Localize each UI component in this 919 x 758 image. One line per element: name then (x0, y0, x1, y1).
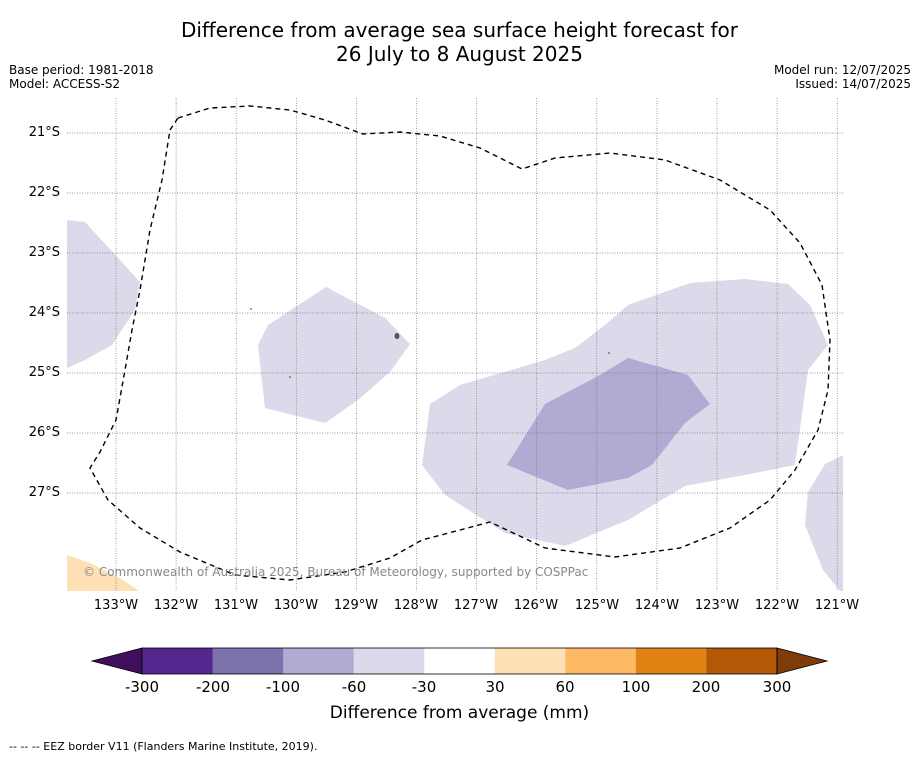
colorbar-segment (283, 648, 355, 674)
colorbar-segment (635, 648, 707, 674)
lat-label: 21°S (28, 125, 60, 140)
metadata-right: Model run: 12/07/2025 Issued: 14/07/2025 (774, 63, 911, 91)
lat-label: 27°S (28, 485, 60, 500)
colorbar-extend-low (90, 647, 143, 675)
base-period: Base period: 1981-2018 (9, 63, 154, 77)
lon-label: 132°W (153, 598, 199, 613)
lon-label: 130°W (273, 598, 319, 613)
issued-date: Issued: 14/07/2025 (795, 77, 911, 91)
colorbar-label: 200 (691, 678, 721, 696)
lon-label: 133°W (93, 598, 139, 613)
anomaly-region-southwest-positive (67, 555, 140, 591)
metadata-left: Base period: 1981-2018 Model: ACCESS-S2 (9, 63, 154, 91)
colorbar-segment (424, 648, 496, 674)
colorbar-label: 30 (485, 678, 505, 696)
map-area (67, 98, 843, 591)
lat-label: 22°S (28, 185, 60, 200)
colorbar-label: -60 (341, 678, 367, 696)
anomaly-region-far-east (805, 455, 843, 591)
colorbar-extend-high (776, 647, 829, 675)
colorbar-label: 300 (762, 678, 792, 696)
lon-label: 121°W (814, 598, 860, 613)
map-title: Difference from average sea surface heig… (0, 18, 919, 66)
title-line-2: 26 July to 8 August 2025 (336, 42, 583, 66)
island-marker (250, 308, 252, 310)
colorbar-segment (353, 648, 425, 674)
island-marker (289, 376, 291, 378)
colorbar-label: 100 (621, 678, 651, 696)
colorbar-segment (494, 648, 566, 674)
island-marker (394, 333, 400, 339)
anomaly-region-central-west (258, 287, 410, 423)
lat-label: 24°S (28, 305, 60, 320)
lon-label: 129°W (333, 598, 379, 613)
lon-label: 124°W (634, 598, 680, 613)
colorbar-label: 60 (555, 678, 575, 696)
anomaly-region-east-inner (507, 358, 710, 490)
colorbar (90, 647, 829, 675)
title-line-1: Difference from average sea surface heig… (180, 18, 739, 42)
colorbar-segment (565, 648, 637, 674)
lon-label: 126°W (513, 598, 559, 613)
lon-label: 128°W (393, 598, 439, 613)
colorbar-outline (141, 647, 778, 675)
colorbar-label: -30 (411, 678, 437, 696)
model-name: Model: ACCESS-S2 (9, 77, 121, 91)
lon-label: 123°W (694, 598, 740, 613)
lon-label: 122°W (754, 598, 800, 613)
colorbar-segment (142, 648, 214, 674)
colorbar-label: -200 (195, 678, 231, 696)
colorbar-label: -100 (265, 678, 301, 696)
colorbar-segments (142, 648, 778, 674)
copyright-notice: © Commonwealth of Australia 2025, Bureau… (83, 565, 589, 579)
graticule (67, 98, 843, 591)
island-marker (608, 352, 610, 354)
anomaly-region-left-edge (67, 220, 140, 368)
model-run: Model run: 12/07/2025 (773, 63, 911, 77)
lat-label: 25°S (28, 365, 60, 380)
eez-legend-note: -- -- -- EEZ border V11 (Flanders Marine… (9, 740, 318, 753)
colorbar-title: Difference from average (mm) (329, 703, 590, 723)
lon-label: 125°W (574, 598, 620, 613)
lat-label: 23°S (28, 245, 60, 260)
lon-label: 131°W (213, 598, 259, 613)
eez-border (89, 105, 831, 581)
lon-label: 127°W (453, 598, 499, 613)
colorbar-label: -300 (124, 678, 160, 696)
colorbar-segment (212, 648, 284, 674)
lat-label: 26°S (28, 425, 60, 440)
colorbar-segment (706, 648, 778, 674)
